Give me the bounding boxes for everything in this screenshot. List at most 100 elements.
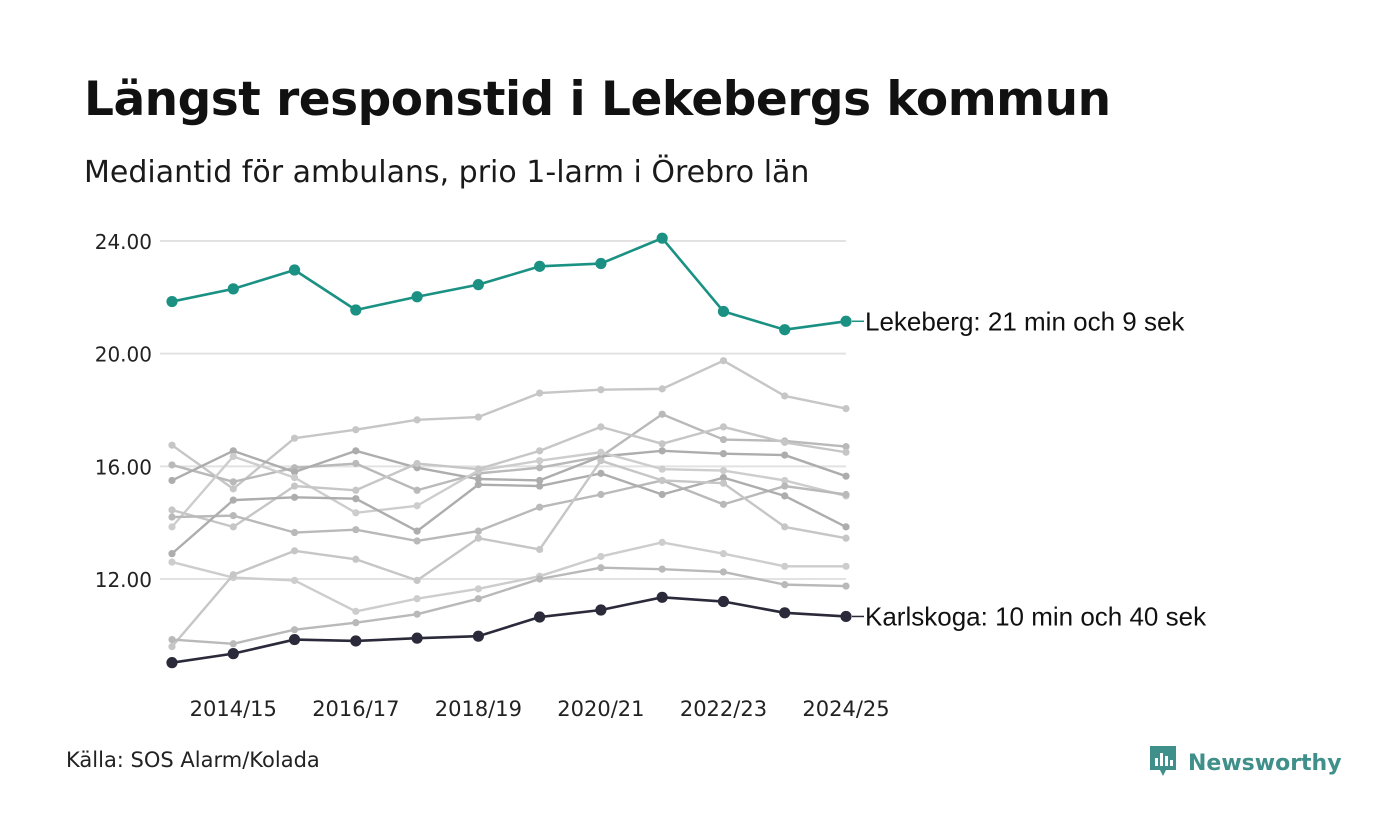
data-point [474, 595, 482, 603]
data-point [472, 630, 484, 642]
data-point [842, 582, 850, 590]
data-point [229, 485, 237, 493]
brand-name: Newsworthy [1188, 750, 1342, 776]
data-point [534, 611, 546, 623]
data-point [719, 450, 728, 458]
series-line [171, 425, 847, 529]
data-point [168, 513, 176, 521]
data-point [719, 466, 728, 475]
data-point [474, 534, 482, 542]
data-point [413, 502, 421, 510]
data-point [290, 434, 299, 442]
context-series-line [168, 476, 850, 545]
data-point [168, 550, 176, 558]
data-point [290, 468, 299, 476]
data-point [288, 633, 301, 646]
data-point [352, 509, 360, 517]
data-point [411, 291, 423, 303]
data-point [658, 447, 666, 455]
data-point [474, 413, 482, 421]
data-point [290, 493, 299, 501]
data-point [779, 607, 791, 619]
newsworthy-logo-icon [1148, 744, 1178, 782]
context-series-line [168, 410, 850, 494]
data-point [536, 389, 544, 397]
series-line [171, 566, 847, 645]
context-series-line [168, 448, 850, 531]
data-point [290, 528, 299, 537]
data-point [474, 585, 482, 593]
data-point [536, 482, 544, 490]
data-point [781, 523, 789, 531]
data-point [658, 476, 666, 485]
series-line [171, 413, 847, 492]
data-point [166, 657, 178, 669]
brand-logo[interactable]: Newsworthy [1148, 744, 1342, 782]
source-note: Källa: SOS Alarm/Kolada [66, 748, 320, 772]
data-point [352, 619, 360, 627]
data-point [168, 506, 176, 514]
data-point [536, 575, 544, 583]
data-point [842, 562, 850, 570]
series-line [171, 359, 847, 491]
data-point [842, 534, 850, 542]
data-point [658, 538, 666, 546]
data-point [536, 503, 544, 511]
end-label-lekeberg: Lekeberg: 21 min och 9 sek [865, 306, 1185, 336]
x-tick-label: 2022/23 [680, 697, 767, 721]
highlight-series-karlskoga [166, 591, 852, 669]
data-point [719, 435, 728, 444]
data-point [474, 527, 482, 535]
highlight-series [166, 232, 852, 669]
data-point [413, 527, 421, 535]
data-point [597, 457, 605, 465]
data-point [290, 576, 299, 585]
data-point [781, 492, 789, 500]
series-line [171, 459, 847, 648]
data-point [536, 447, 544, 455]
data-point [597, 490, 605, 499]
data-point [597, 423, 605, 431]
data-point [842, 490, 850, 499]
data-point [717, 305, 730, 318]
data-point [719, 479, 728, 487]
data-point [781, 451, 789, 459]
series-line [171, 236, 847, 332]
data-point [658, 465, 666, 473]
series-line [171, 449, 847, 482]
data-point [656, 232, 668, 244]
x-axis-tick-labels: 2014/15 2016/17 2018/19 2020/21 2022/23 2024/… [190, 697, 890, 721]
data-point [413, 610, 421, 618]
data-point [229, 571, 237, 579]
data-point [413, 576, 421, 585]
data-point [474, 481, 482, 489]
data-point [229, 512, 237, 520]
data-point [229, 496, 237, 504]
data-point [352, 486, 360, 494]
data-point [168, 461, 176, 469]
data-point [288, 264, 301, 276]
series-line [171, 479, 847, 543]
data-point [658, 565, 666, 573]
data-point [290, 482, 299, 490]
data-point [474, 465, 482, 473]
data-point [781, 476, 789, 485]
data-point [595, 604, 607, 616]
data-point [842, 472, 850, 480]
x-tick-label: 2018/19 [435, 697, 522, 721]
context-series-line [168, 457, 850, 651]
data-point [352, 495, 360, 503]
data-point [781, 392, 789, 400]
data-point [597, 386, 605, 394]
data-point [658, 385, 666, 393]
x-tick-label: 2014/15 [190, 697, 277, 721]
data-point [168, 558, 176, 566]
context-series [168, 357, 850, 651]
data-point [350, 635, 362, 647]
chart-subtitle: Mediantid för ambulans, prio 1-larm i Ör… [84, 155, 810, 190]
data-point [597, 552, 605, 561]
data-point [229, 523, 237, 531]
context-series-line [168, 564, 850, 648]
x-tick-label: 2020/21 [557, 697, 644, 721]
